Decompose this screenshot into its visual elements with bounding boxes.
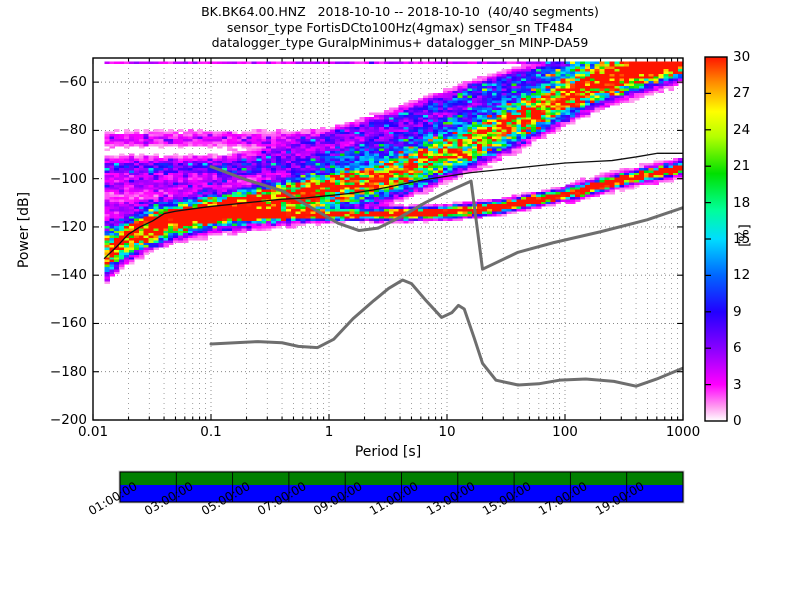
y-tick-label: −180	[49, 363, 87, 380]
x-tick-label: 1000	[665, 424, 701, 440]
colorbar-tick-label: 24	[733, 121, 751, 138]
plot-frame	[92, 57, 684, 421]
x-tick-label: 100	[552, 424, 578, 440]
colorbar-tick-label: 27	[733, 85, 751, 102]
y-tick-label: −200	[49, 412, 87, 428]
x-tick-label: 0.01	[77, 424, 109, 440]
noise-model-curves	[103, 152, 683, 388]
colorbar-tick-label: 6	[733, 340, 742, 357]
colorbar-tick-label: 3	[733, 376, 742, 393]
x-axis-label: Period [s]	[354, 444, 422, 460]
colorbar-tick-label: 9	[733, 303, 742, 320]
title-line-2: sensor_type FortisDCto100Hz(4gmax) senso…	[226, 19, 574, 35]
y-tick-label: −60	[58, 74, 88, 91]
y-tick-label: −140	[49, 267, 87, 284]
x-tick-label: 10	[438, 424, 456, 440]
colorbar-tick-label: 15	[733, 231, 751, 247]
colorbar-tick-marks	[705, 92, 711, 386]
title-line-3: datalogger_type GuralpMinimus+ datalogge…	[211, 35, 589, 50]
y-tick-label: −100	[49, 170, 87, 187]
ppsd-histogram	[104, 61, 683, 284]
colorbar-tick-label: 0	[733, 413, 742, 429]
colorbar-gradient	[705, 57, 727, 421]
y-tick-label: −80	[58, 122, 88, 139]
title-line-1: BK.BK64.00.HNZ 2018-10-10 -- 2018-10-10 …	[201, 4, 599, 19]
y-tick-label: −160	[49, 315, 87, 332]
x-tick-label: 0.1	[200, 424, 222, 440]
figure-title: BK.BK64.00.HNZ 2018-10-10 -- 2018-10-10 …	[0, 4, 800, 51]
colorbar-tick-label: 18	[733, 194, 751, 211]
colorbar-tick-label: 12	[733, 267, 751, 284]
x-tick-label: 1	[324, 424, 334, 440]
colorbar-tick-label: 30	[733, 49, 751, 65]
colorbar-tick-label: 21	[733, 158, 751, 175]
y-tick-label: −120	[49, 218, 87, 235]
coverage-timeline	[118, 470, 685, 504]
